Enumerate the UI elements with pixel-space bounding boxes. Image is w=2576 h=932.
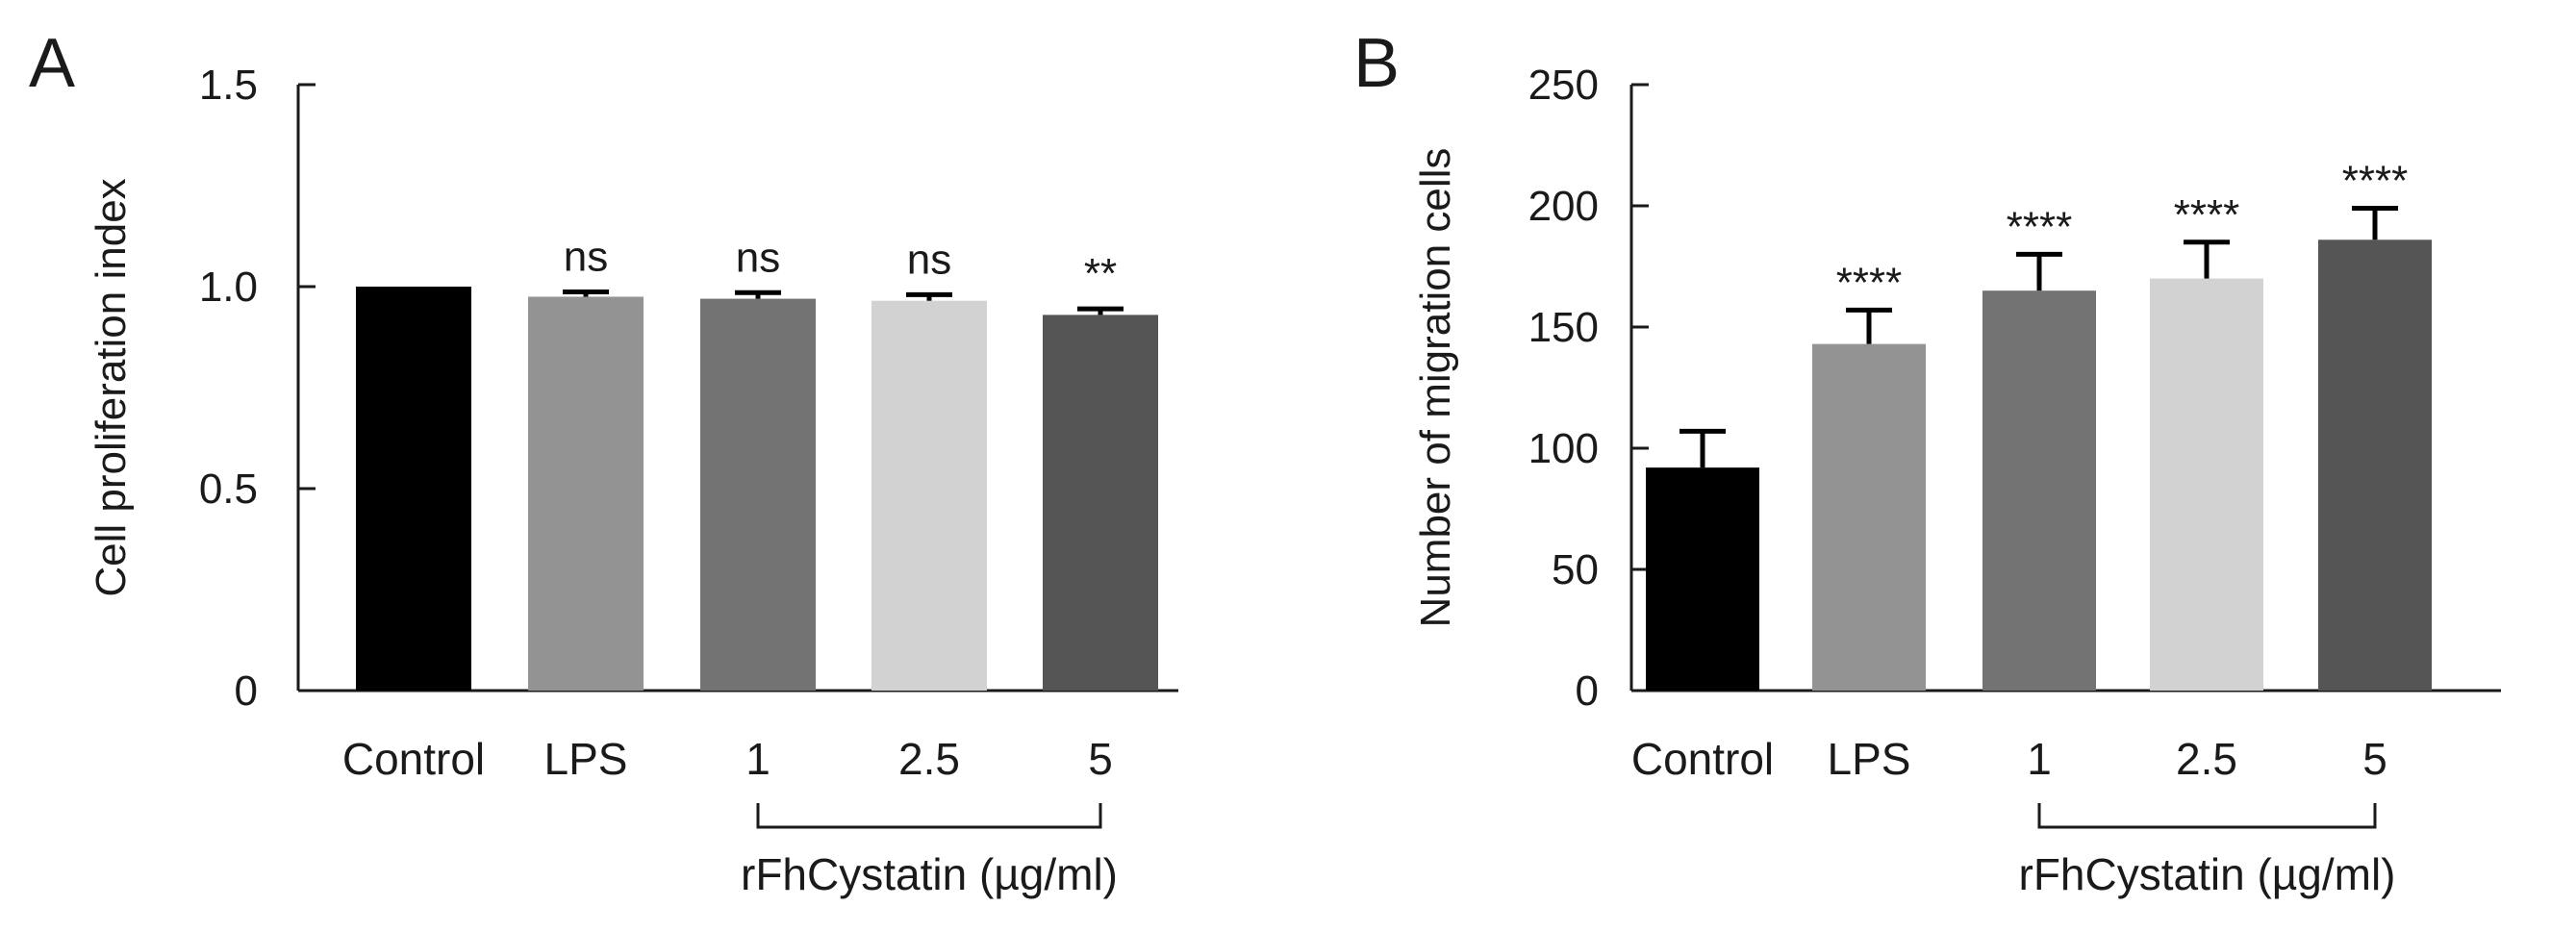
- significance-label: ****: [2342, 158, 2409, 205]
- panel-label: A: [29, 25, 75, 102]
- bar: [528, 296, 644, 691]
- y-tick-label: 1.5: [199, 62, 258, 109]
- significance-label: ****: [1836, 259, 1903, 306]
- group-bracket: [756, 803, 1102, 829]
- chart-panel-b: B 0 50 100 150 200 250 Number of migration cell…: [1353, 25, 2501, 899]
- category-label: LPS: [1828, 734, 1911, 784]
- category-label: 5: [2362, 734, 2387, 784]
- category-label: 1: [745, 734, 770, 784]
- y-axis-title: Cell proliferation index: [88, 178, 135, 596]
- bar: [700, 298, 816, 691]
- significance-label: ns: [564, 233, 608, 280]
- y-axis-title: Number of migration cells: [1412, 148, 1459, 628]
- category-label: LPS: [544, 734, 628, 784]
- y-tick-label: 1.0: [199, 264, 258, 311]
- panel-label: B: [1353, 25, 1400, 102]
- category-label: 1: [2027, 734, 2052, 784]
- bar: [1646, 467, 1759, 691]
- y-tick-label: 50: [1552, 546, 1599, 593]
- bar: [1812, 343, 1926, 691]
- bar: [2150, 278, 2263, 691]
- y-tick-label: 250: [1528, 62, 1599, 109]
- bar: [1043, 315, 1158, 691]
- category-label: Control: [342, 734, 485, 784]
- y-tick-label: 0: [1576, 668, 1599, 715]
- group-label: rFhCystatin (µg/ml): [2019, 849, 2396, 899]
- bar: [356, 287, 471, 691]
- y-tick-label: 0.5: [199, 466, 258, 513]
- group-bracket: [2037, 803, 2377, 829]
- y-tick-label: 0: [235, 668, 258, 715]
- significance-label: ****: [2174, 191, 2240, 239]
- category-label: 2.5: [898, 734, 960, 784]
- bar: [1983, 290, 2096, 691]
- category-label: Control: [1631, 734, 1774, 784]
- group-label: rFhCystatin (µg/ml): [741, 849, 1118, 899]
- y-tick-label: 200: [1528, 183, 1599, 230]
- bar: [871, 300, 987, 691]
- y-tick-label: 100: [1528, 425, 1599, 472]
- significance-label: ns: [736, 234, 780, 281]
- category-label: 5: [1088, 734, 1113, 784]
- significance-label: ns: [907, 236, 951, 283]
- chart-panel-a: A 0 0.5 1.0 1.5 Cell proliferation index Contr…: [29, 25, 1178, 899]
- y-tick-label: 150: [1528, 304, 1599, 351]
- significance-label: ****: [2007, 203, 2073, 250]
- category-label: 2.5: [2176, 734, 2237, 784]
- significance-label: **: [1084, 250, 1117, 297]
- bar: [2318, 239, 2432, 691]
